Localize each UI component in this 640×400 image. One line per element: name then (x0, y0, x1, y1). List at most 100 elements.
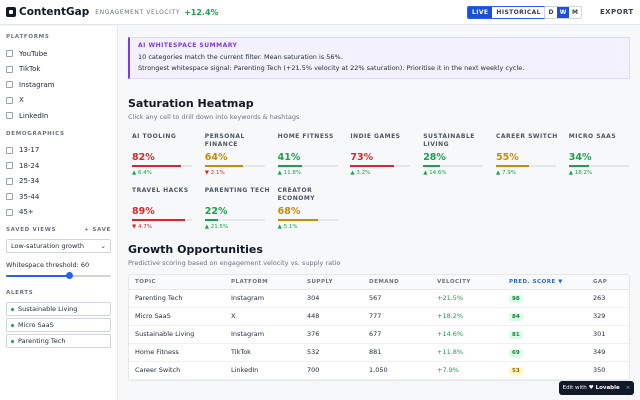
heatmap-cell[interactable]: CAREER SWITCH 55% ▲ 7.9% (496, 133, 569, 183)
platform-filter-label: YouTube (19, 49, 48, 58)
heatmap-cell[interactable]: MICRO SAAS 34% ▲ 18.2% (568, 133, 640, 183)
cell-demand: 881 (363, 343, 431, 362)
demographic-filter-item[interactable]: 18-24 (6, 158, 111, 174)
brand-name[interactable]: ContentGap (19, 6, 90, 18)
heatmap-cell-value: 73% (350, 152, 374, 163)
checkbox[interactable] (6, 146, 13, 154)
historical-button[interactable]: HISTORICAL (492, 7, 545, 18)
heatmap-cell-name: INDIE GAMES (350, 133, 401, 140)
column-header[interactable]: GAP (587, 275, 629, 290)
lovable-badge[interactable]: Edit with ♥ Lovable × (559, 381, 634, 395)
heatmap-cell-delta: ▲ 5.1% (277, 224, 298, 230)
column-header[interactable]: TOPIC (129, 275, 225, 290)
heatmap-cell-value: 64% (204, 152, 228, 163)
heatmap-cell-name: AI TOOLING (132, 133, 177, 140)
platform-filter-item[interactable]: TikTok (6, 62, 111, 78)
export-button[interactable]: EXPORT (600, 8, 634, 16)
saturation-bar-fill (132, 165, 182, 167)
cell-gap: 349 (587, 343, 629, 362)
saturation-bar (204, 165, 265, 167)
heatmap-cell[interactable]: TRAVEL HACKS 89% ▼ 4.7% (132, 187, 205, 237)
sidebar: PLATFORMS YouTube TikTok Instagram X LinkedI… (0, 26, 118, 400)
heatmap-cell[interactable]: HOME FITNESS 41% ▲ 11.8% (277, 133, 351, 183)
demographic-filter-item[interactable]: 13-17 (6, 143, 111, 159)
score-badge: 69 (509, 348, 523, 357)
cell-demand: 677 (363, 325, 431, 344)
close-icon[interactable]: × (625, 385, 631, 391)
heatmap-cell[interactable]: SUSTAINABLE LIVING 28% ▲ 14.6% (423, 133, 496, 183)
table-row[interactable]: Sustainable Living Instagram 376 677 +14.6% 8… (129, 325, 629, 344)
slider-handle[interactable] (65, 272, 73, 279)
column-header[interactable]: DEMAND (363, 275, 431, 290)
checkbox[interactable] (6, 112, 13, 120)
heatmap-cell[interactable]: INDIE GAMES 73% ▲ 3.2% (350, 133, 423, 183)
checkbox[interactable] (6, 162, 13, 170)
chevron-down-icon: ⌄ (100, 242, 106, 250)
platform-filter-item[interactable]: LinkedIn (6, 108, 111, 124)
cell-demand: 1,050 (363, 361, 431, 380)
slider-fill (6, 275, 69, 277)
save-view-button[interactable]: + SAVE (84, 227, 111, 233)
cell-gap: 263 (587, 289, 629, 308)
platform-filter-item[interactable]: Instagram (6, 77, 111, 93)
heatmap-title: Saturation Heatmap (128, 97, 254, 110)
column-header[interactable]: PRED. SCORE ▼ (503, 275, 587, 290)
alert-item[interactable]: Micro SaaS (6, 318, 111, 332)
cell-score: 84 (503, 307, 587, 326)
heatmap-cell[interactable]: AI TOOLING 82% ▲ 6.4% (132, 133, 205, 183)
heatmap-cell[interactable]: CREATOR ECONOMY 68% ▲ 5.1% (277, 187, 351, 237)
saturation-bar (423, 165, 484, 167)
table-row[interactable]: Career Switch LinkedIn 700 1,050 +7.9% 53 350 (129, 361, 629, 380)
period-week-button[interactable]: W (557, 7, 569, 18)
heatmap-cell-delta: ▼ 2.1% (204, 170, 225, 176)
saturation-bar-fill (568, 165, 590, 167)
live-button[interactable]: LIVE (468, 7, 493, 18)
checkbox[interactable] (6, 65, 13, 73)
column-header[interactable]: PLATFORM (225, 275, 301, 290)
saturation-bar (496, 165, 556, 167)
saturation-bar-fill (277, 219, 319, 221)
table-row[interactable]: Parenting Tech Instagram 304 567 +21.5% 98 263 (129, 289, 629, 308)
heatmap-cell-value: 41% (277, 152, 301, 163)
period-month-button[interactable]: M (569, 7, 581, 18)
period-day-button[interactable]: D (545, 7, 557, 18)
saved-view-value: Low-saturation growth (11, 242, 84, 250)
heatmap-cell-name: MICRO SAAS (568, 133, 617, 140)
platform-filter-item[interactable]: X (6, 93, 111, 109)
alert-item[interactable]: Parenting Tech (6, 334, 111, 348)
checkbox[interactable] (6, 96, 13, 104)
column-header[interactable]: SUPPLY (301, 275, 363, 290)
checkbox[interactable] (6, 81, 13, 89)
cell-topic: Career Switch (129, 361, 225, 380)
demographics-section: DEMOGRAPHICS 13-17 18-24 25-34 35-44 45+ (6, 131, 111, 221)
table-row[interactable]: Micro SaaS X 448 777 +18.2% 84 329 (129, 307, 629, 326)
ai-summary-panel: AI WHITESPACE SUMMARY 10 categories matc… (128, 37, 630, 79)
opportunities-title: Growth Opportunities (128, 243, 263, 256)
cell-platform: Instagram (225, 289, 301, 308)
demographic-filter-item[interactable]: 45+ (6, 205, 111, 221)
platform-filter-item[interactable]: YouTube (6, 46, 111, 62)
saturation-bar (277, 219, 338, 221)
alert-item[interactable]: Sustainable Living (6, 302, 111, 316)
platforms-heading: PLATFORMS (6, 34, 50, 40)
cell-supply: 304 (301, 289, 363, 308)
demographic-filter-item[interactable]: 25-34 (6, 174, 111, 190)
demographic-filter-item[interactable]: 35-44 (6, 189, 111, 205)
heatmap-cell-name: SUSTAINABLE LIVING (423, 133, 475, 148)
table-row[interactable]: Home Fitness TikTok 532 881 +11.8% 69 349 (129, 343, 629, 362)
cell-platform: TikTok (225, 343, 301, 362)
heatmap-cell-value: 34% (568, 152, 592, 163)
platform-filter-label: X (19, 96, 24, 105)
saturation-bar-fill (496, 165, 529, 167)
saved-view-select[interactable]: Low-saturation growth ⌄ (6, 239, 111, 253)
cell-score: 98 (503, 289, 587, 308)
column-header[interactable]: VELOCITY (431, 275, 503, 290)
heatmap-cell[interactable]: PERSONAL FINANCE 64% ▼ 2.1% (204, 133, 278, 183)
checkbox[interactable] (6, 177, 13, 185)
heatmap-cell-name: PERSONAL FINANCE (204, 133, 245, 148)
threshold-slider[interactable] (6, 272, 111, 280)
checkbox[interactable] (6, 50, 13, 58)
checkbox[interactable] (6, 208, 13, 216)
checkbox[interactable] (6, 193, 13, 201)
heatmap-cell[interactable]: PARENTING TECH 22% ▲ 21.5% (204, 187, 278, 237)
